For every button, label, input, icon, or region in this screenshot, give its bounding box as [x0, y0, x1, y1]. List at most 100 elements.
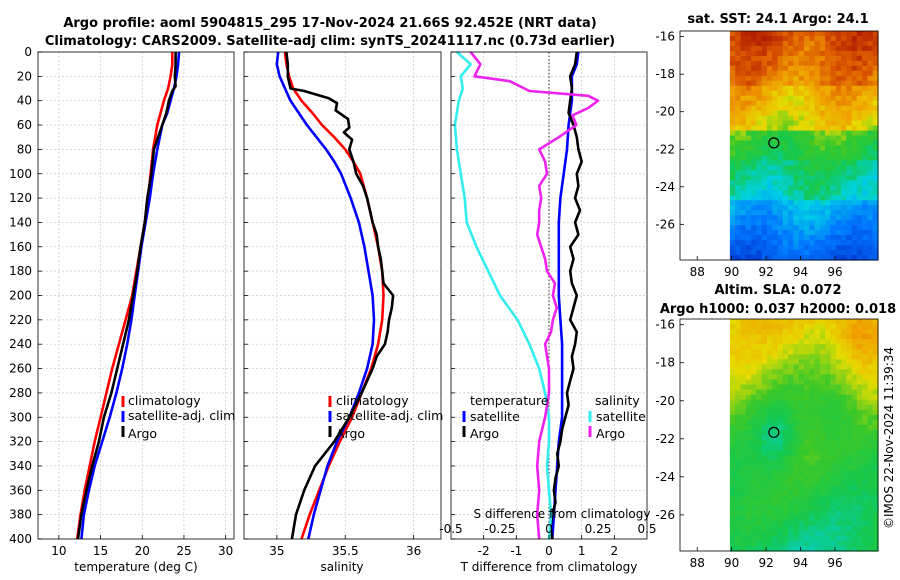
heatmap-cell: [740, 490, 747, 497]
heatmap-cell: [772, 435, 779, 441]
heatmap-cell: [830, 41, 837, 47]
heatmap-cell: [772, 155, 779, 162]
heatmap-cell: [745, 90, 752, 97]
heatmap-cell: [782, 175, 789, 181]
heatmap-cell: [766, 175, 773, 181]
heatmap-cell: [756, 250, 763, 256]
heatmap-cell: [772, 379, 779, 386]
sst-ticks: 88 90 92 94 96-16-18-20-22-24-26: [655, 30, 842, 279]
heatmap-cell: [788, 120, 794, 127]
heatmap-cell: [772, 31, 779, 37]
heatmap-cell: [835, 319, 842, 325]
heatmap-cell: [788, 250, 794, 256]
heatmap-cell: [745, 240, 752, 246]
heatmap-cell: [777, 140, 784, 147]
heatmap-cell: [841, 530, 847, 537]
heatmap-cell: [804, 455, 810, 461]
heatmap-cell: [772, 445, 779, 451]
heatmap-cell: [846, 475, 853, 481]
heatmap-cell: [804, 535, 810, 542]
heatmap-cell: [851, 200, 858, 206]
heatmap-cell: [735, 95, 742, 102]
heatmap-cell: [819, 349, 826, 355]
heatmap-cell: [729, 319, 736, 325]
heatmap-cell: [745, 85, 752, 92]
heatmap-cell: [809, 145, 816, 152]
heatmap-cell: [809, 384, 816, 391]
heatmap-cell: [756, 130, 763, 137]
heatmap-cell: [835, 525, 842, 532]
y-tick-label: 360: [9, 483, 32, 497]
heatmap-cell: [825, 414, 831, 421]
heatmap-cell: [856, 475, 863, 481]
heatmap-cell: [793, 160, 800, 166]
heatmap-cell: [856, 505, 863, 512]
heatmap-cell: [772, 105, 779, 112]
heatmap-cell: [745, 369, 752, 375]
heatmap-cell: [835, 31, 842, 37]
heatmap-cell: [756, 65, 763, 72]
heatmap-cell: [740, 460, 747, 466]
heatmap-cell: [867, 505, 874, 512]
heatmap-cell: [782, 409, 789, 416]
heatmap-cell: [793, 75, 800, 82]
heatmap-cell: [851, 185, 858, 191]
heatmap-cell: [735, 245, 742, 251]
heatmap-cell: [809, 195, 816, 201]
x-tick-label: 90: [724, 265, 739, 279]
heatmap-cell: [735, 205, 742, 211]
heatmap-cell: [788, 339, 794, 345]
heatmap-cell: [814, 470, 821, 476]
heatmap-cell: [819, 36, 826, 42]
heatmap-cell: [814, 170, 821, 176]
heatmap-cell: [788, 394, 794, 401]
heatmap-cell: [872, 115, 879, 122]
heatmap-cell: [798, 65, 805, 72]
heatmap-cell: [856, 210, 863, 216]
heatmap-cell: [772, 95, 779, 102]
heatmap-cell: [751, 95, 757, 102]
heatmap-cell: [798, 510, 805, 517]
heatmap-cell: [835, 255, 842, 261]
heatmap-cell: [819, 130, 826, 137]
heatmap-cell: [782, 85, 789, 92]
heatmap-cell: [772, 369, 779, 375]
heatmap-cell: [729, 155, 736, 162]
heatmap-cell: [814, 435, 821, 441]
heatmap-cell: [825, 115, 831, 122]
heatmap-cell: [761, 399, 768, 406]
heatmap-cell: [835, 460, 842, 466]
heatmap-cell: [751, 180, 757, 186]
heatmap-cell: [745, 190, 752, 196]
heatmap-cell: [862, 510, 868, 517]
heatmap-cell: [751, 155, 757, 162]
heatmap-cell: [814, 250, 821, 256]
heatmap-cell: [856, 75, 863, 82]
heatmap-cell: [751, 500, 757, 507]
heatmap-cell: [825, 525, 831, 532]
heatmap-cell: [745, 334, 752, 340]
heatmap-cell: [809, 110, 816, 117]
heatmap-cell: [729, 215, 736, 221]
heatmap-cell: [835, 195, 842, 201]
heatmap-cell: [740, 535, 747, 542]
heatmap-cell: [766, 245, 773, 251]
heatmap-cell: [740, 95, 747, 102]
heatmap-cell: [756, 490, 763, 497]
heatmap-cell: [841, 200, 847, 206]
heatmap-cell: [729, 515, 736, 522]
heatmap-cell: [804, 515, 810, 522]
heatmap-cell: [772, 490, 779, 497]
heatmap-cell: [825, 110, 831, 117]
heatmap-cell: [782, 90, 789, 97]
heatmap-cell: [766, 255, 773, 261]
heatmap-cell: [846, 480, 853, 486]
difference-lines: [453, 51, 600, 540]
heatmap-cell: [851, 160, 858, 166]
heatmap-cell: [735, 130, 742, 137]
heatmap-cell: [729, 75, 736, 82]
heatmap-cell: [851, 359, 858, 365]
heatmap-cell: [756, 185, 763, 191]
heatmap-cell: [740, 110, 747, 117]
heatmap-cell: [830, 344, 837, 350]
